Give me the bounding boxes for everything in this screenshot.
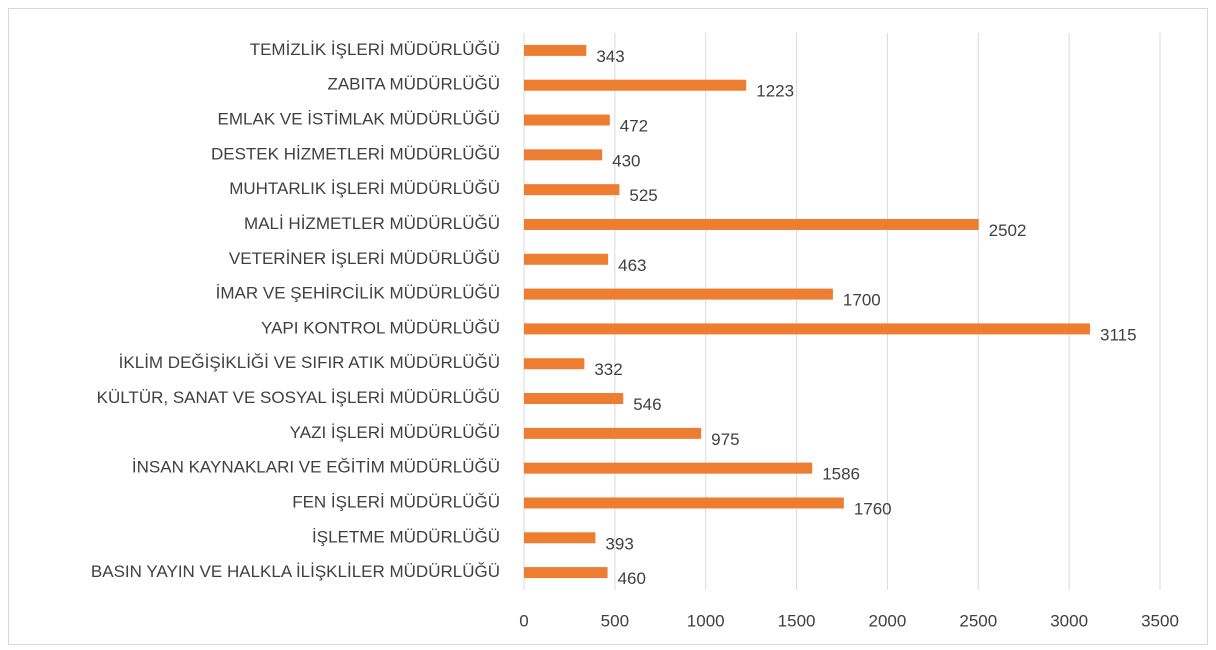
x-tick-label: 1500: [778, 611, 816, 630]
y-tick-label: TEMİZLİK İŞLERİ MÜDÜRLÜĞÜ: [250, 40, 500, 59]
value-label: 460: [618, 569, 646, 588]
y-tick-label: İKLİM DEĞİŞİKLİĞİ VE SIFIR ATIK MÜDÜRLÜĞ…: [119, 353, 500, 372]
value-label: 2502: [989, 221, 1027, 240]
value-label: 1223: [756, 82, 794, 101]
value-label: 546: [633, 395, 661, 414]
value-label: 1760: [854, 499, 892, 518]
y-tick-label: İŞLETME MÜDÜRLÜĞÜ: [312, 527, 500, 546]
bar: [524, 79, 747, 91]
y-tick-label: VETERİNER İŞLERİ MÜDÜRLÜĞÜ: [229, 249, 500, 268]
value-label: 343: [596, 47, 624, 66]
bar: [524, 567, 608, 579]
y-tick-label: FEN İŞLERİ MÜDÜRLÜĞÜ: [292, 492, 500, 511]
bar: [524, 114, 610, 126]
bar: [524, 532, 596, 544]
x-tick-label: 1000: [687, 611, 725, 630]
value-label: 430: [612, 151, 640, 170]
value-label: 525: [629, 186, 657, 205]
x-tick-label: 0: [519, 611, 528, 630]
value-label: 1700: [843, 291, 881, 310]
bar: [524, 253, 609, 265]
bar: [524, 497, 844, 509]
y-tick-label: YAPI KONTROL MÜDÜRLÜĞÜ: [261, 318, 500, 337]
bar: [524, 323, 1091, 335]
y-tick-label: KÜLTÜR, SANAT VE SOSYAL İŞLERİ MÜDÜRLÜĞÜ: [97, 388, 500, 407]
y-tick-label: İNSAN KAYNAKLARI VE EĞİTİM MÜDÜRLÜĞÜ: [132, 458, 500, 477]
bar: [524, 184, 620, 196]
bar: [524, 393, 624, 405]
x-tick-label: 2500: [959, 611, 997, 630]
y-tick-label: EMLAK VE İSTİMLAK MÜDÜRLÜĞÜ: [218, 110, 500, 129]
value-label: 3115: [1100, 325, 1137, 344]
y-tick-label: ZABITA MÜDÜRLÜĞÜ: [327, 75, 500, 94]
bar: [524, 427, 702, 439]
bar: [524, 218, 979, 230]
x-tick-label: 3500: [1141, 611, 1179, 630]
x-tick-label: 2000: [869, 611, 907, 630]
value-label: 1586: [822, 465, 860, 484]
y-tick-label: YAZI İŞLERİ MÜDÜRLÜĞÜ: [290, 423, 500, 442]
x-tick-label: 3000: [1050, 611, 1088, 630]
x-tick-label: 500: [601, 611, 629, 630]
bar: [524, 288, 833, 300]
value-label: 975: [711, 430, 739, 449]
bar: [524, 44, 587, 56]
y-tick-label: MALİ HİZMETLER MÜDÜRLÜĞÜ: [244, 214, 500, 233]
y-tick-label: DESTEK HİZMETLERİ MÜDÜRLÜĞÜ: [211, 144, 500, 163]
value-label: 393: [605, 534, 633, 553]
value-label: 463: [618, 256, 646, 275]
y-tick-label: MUHTARLIK İŞLERİ MÜDÜRLÜĞÜ: [229, 179, 500, 198]
value-label: 472: [620, 117, 648, 136]
bar: [524, 358, 585, 370]
bar: [524, 149, 603, 161]
y-tick-label: BASIN YAYIN VE HALKLA İLİŞKLİLER MÜDÜRLÜ…: [91, 562, 500, 581]
y-tick-label: İMAR VE ŞEHİRCİLİK MÜDÜRLÜĞÜ: [216, 284, 500, 303]
bar: [524, 462, 813, 474]
value-label: 332: [594, 360, 622, 379]
